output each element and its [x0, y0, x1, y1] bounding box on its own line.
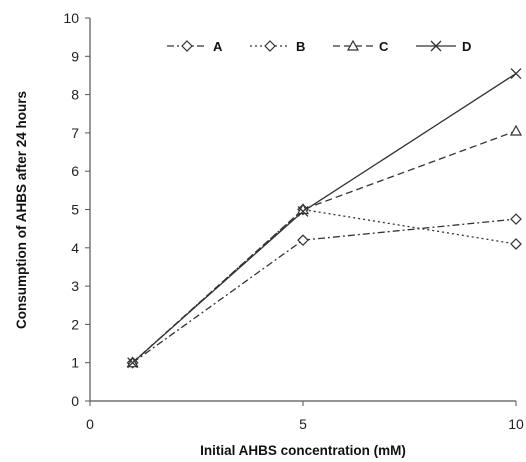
y-tick-label: 4: [71, 240, 79, 256]
y-tick-label: 7: [71, 125, 79, 141]
series-line-a: [132, 218, 517, 364]
x-ticks: 0 5 10: [86, 401, 524, 432]
legend-label-b: B: [296, 39, 305, 54]
series-lines: [132, 72, 517, 364]
y-ticks: 0 1 2 3 4 5 6 7 8 9 10: [63, 10, 90, 409]
series-c-point: [509, 124, 523, 136]
y-tick-label: 0: [71, 393, 79, 409]
legend-label-a: A: [213, 39, 223, 54]
y-tick-label: 8: [71, 87, 79, 103]
x-tick-label: 10: [508, 416, 524, 432]
x-axis-title: Initial AHBS concentration (mM): [200, 443, 406, 458]
y-tick-label: 10: [63, 10, 79, 26]
y-tick-label: 5: [71, 202, 79, 218]
series-a-point: [297, 234, 309, 246]
series-d-point: [510, 68, 522, 79]
x-tick-label: 5: [299, 416, 307, 432]
legend-label-c: C: [379, 39, 389, 54]
y-tick-label: 6: [71, 163, 79, 179]
legend-marker-c: [346, 39, 360, 51]
series-d-point: [127, 357, 139, 369]
series-d-point: [297, 205, 309, 217]
legend-marker-b: [264, 40, 276, 52]
y-tick-label: 3: [71, 278, 79, 294]
x-tick-label: 0: [86, 416, 94, 432]
legend-label-d: D: [462, 39, 471, 54]
series-markers: [126, 68, 523, 369]
legend-marker-d: [430, 40, 442, 52]
y-tick-label: 9: [71, 48, 79, 64]
series-a-point: [510, 213, 522, 225]
y-tick-label: 1: [71, 355, 79, 371]
y-axis-title: Consumption of AHBS after 24 hours: [14, 91, 29, 329]
series-line-d: [132, 72, 517, 364]
legend: A B C D: [167, 39, 471, 54]
series-line-b: [132, 208, 517, 364]
series-line-c: [132, 130, 517, 364]
y-tick-label: 2: [71, 316, 79, 332]
series-b-point: [510, 238, 522, 250]
legend-marker-a: [181, 40, 193, 52]
